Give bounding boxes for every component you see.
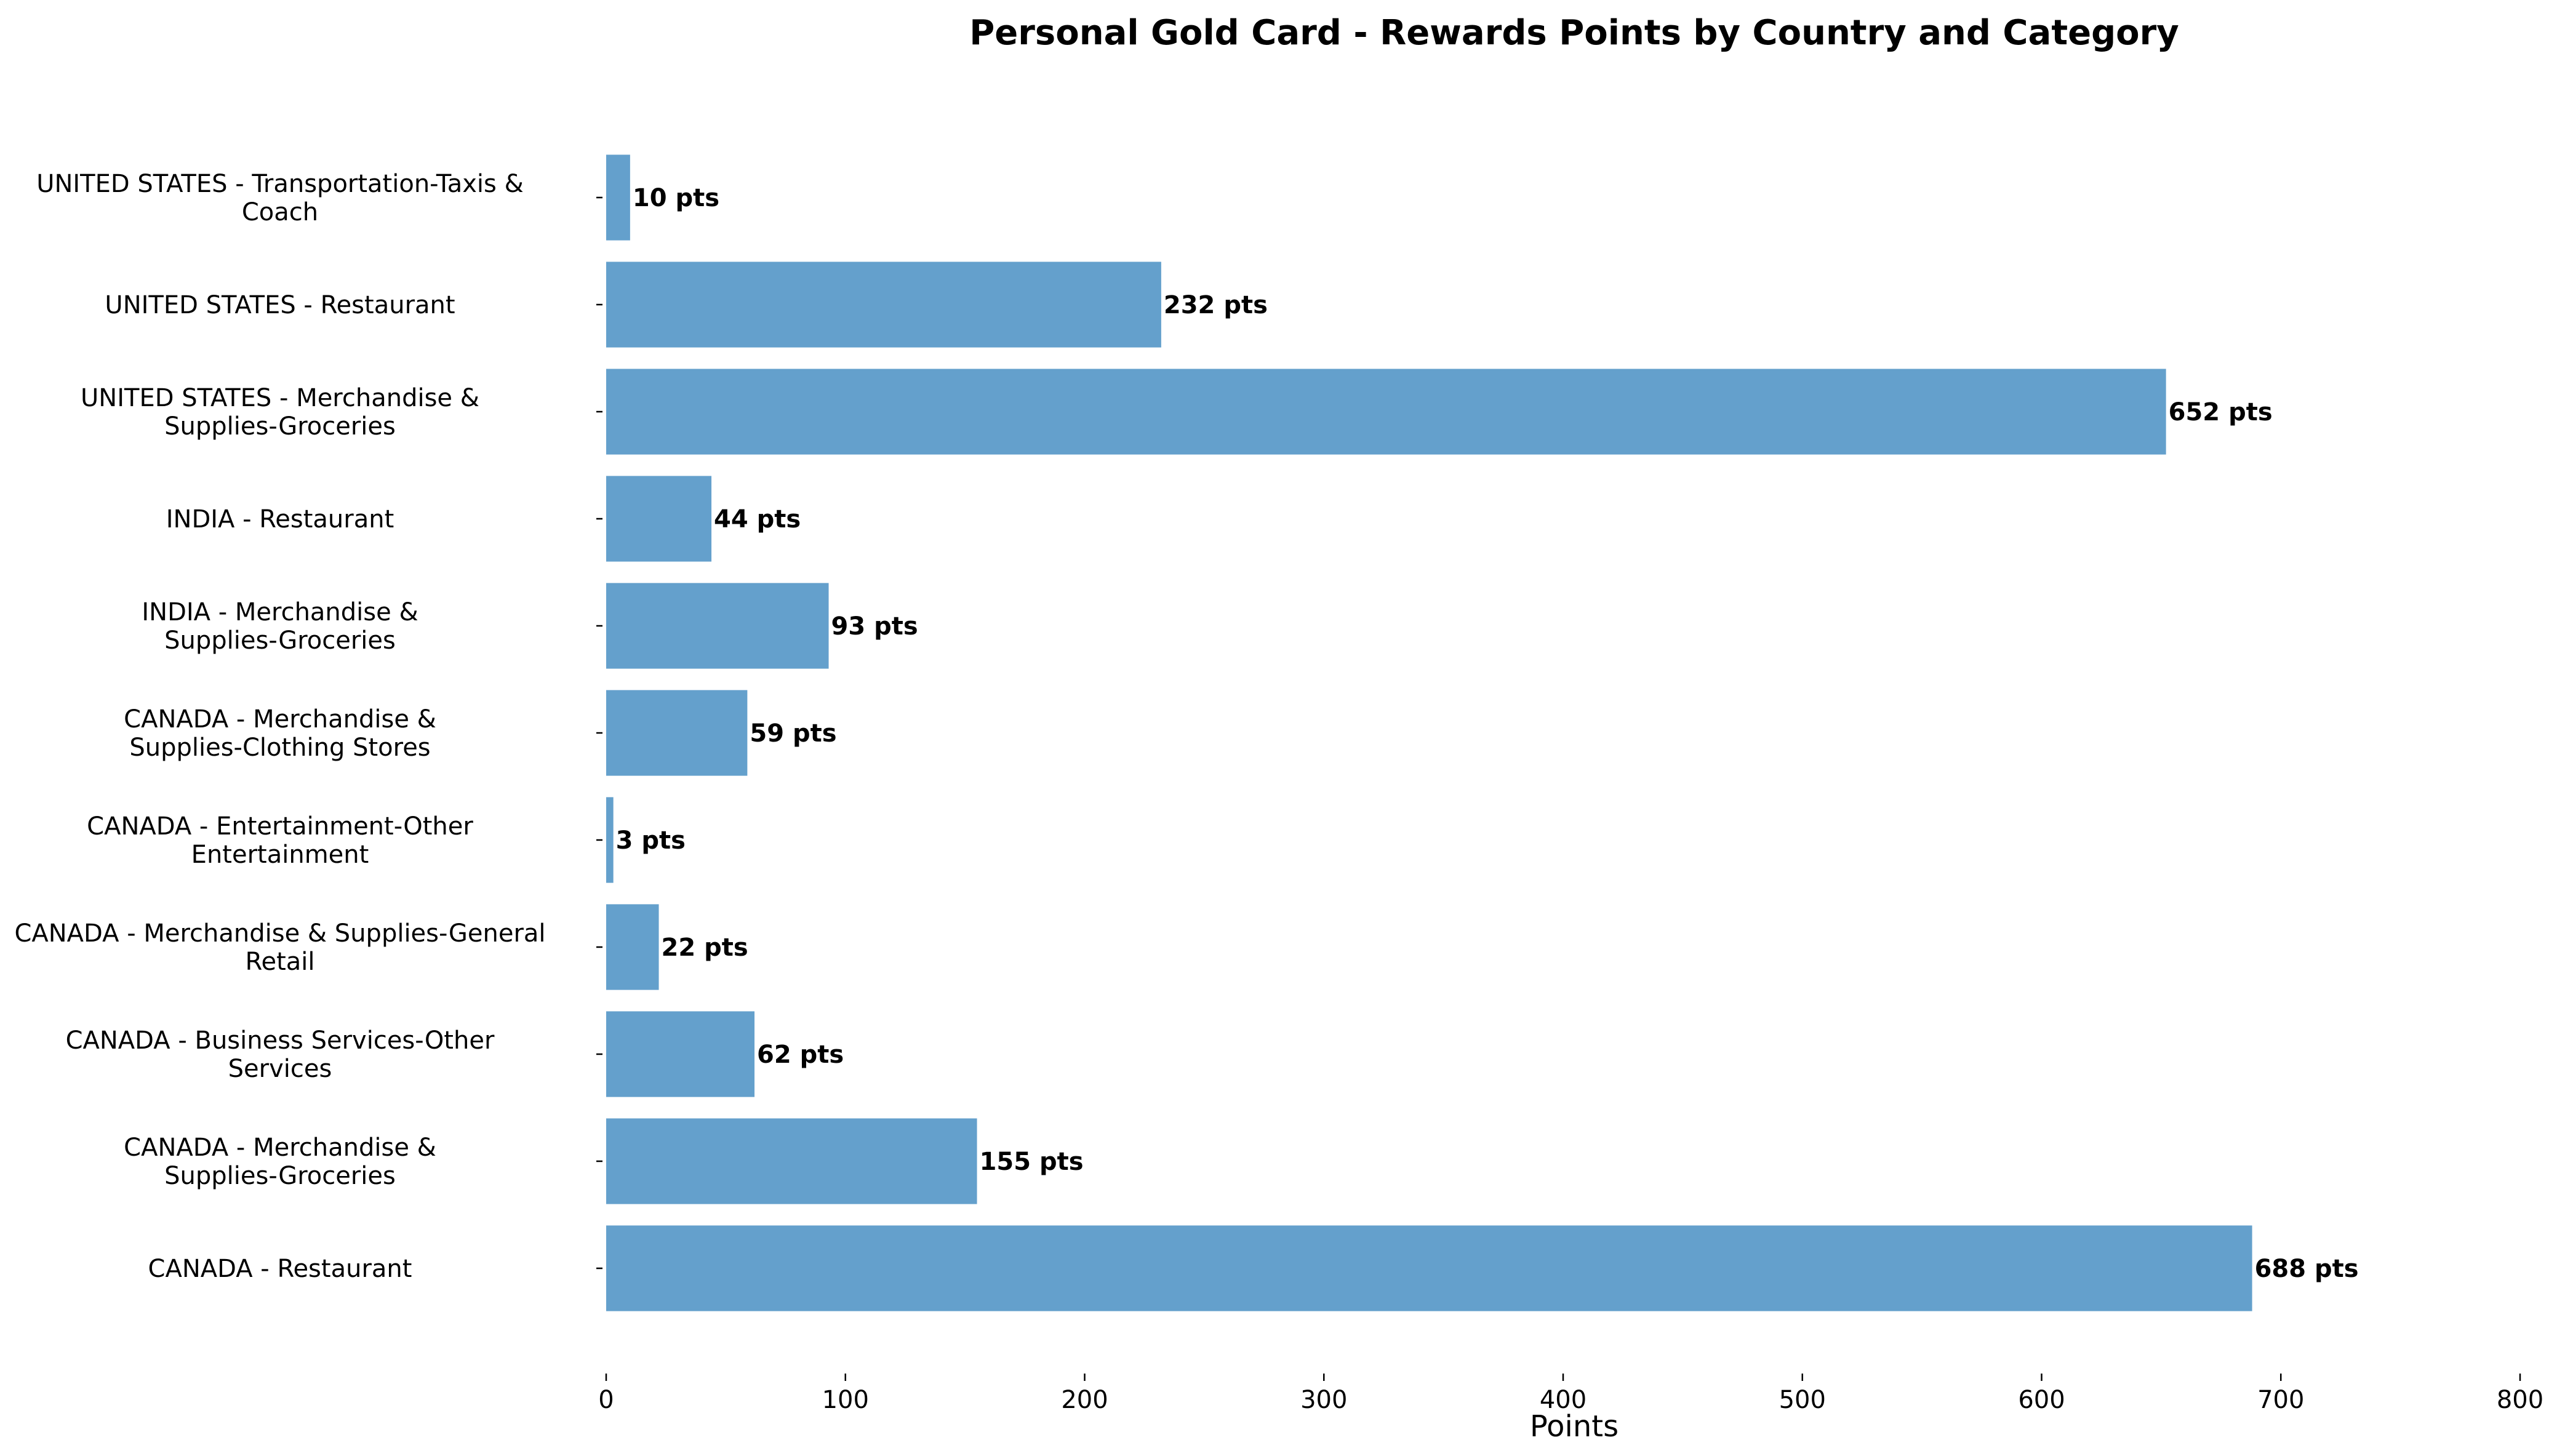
data-label: 232 pts: [1164, 291, 1268, 319]
data-label: 652 pts: [2169, 398, 2273, 426]
bar: [606, 1118, 977, 1204]
x-tick-label: 400: [1540, 1386, 1587, 1414]
bars-layer: [606, 154, 2252, 1311]
data-label: 22 pts: [662, 934, 748, 962]
x-tick-label: 0: [598, 1386, 614, 1414]
data-labels-layer: 688 pts 155 pts 62 pts 22 pts 3 pts 59 pts 93 …: [616, 184, 2359, 1283]
bar: [606, 690, 748, 776]
category-label: CANADA - Merchandise & Supplies-General R…: [14, 919, 545, 976]
category-label: CANADA - Restaurant: [148, 1255, 412, 1283]
x-tick-label: 200: [1061, 1386, 1108, 1414]
category-label: UNITED STATES - Transportation-Taxis & Co…: [36, 170, 524, 226]
x-axis-label: Points: [1530, 1409, 1619, 1444]
category-label: UNITED STATES - Merchandise & Supplies-Gr…: [81, 384, 479, 441]
data-label: 688 pts: [2255, 1255, 2359, 1283]
data-label: 155 pts: [980, 1148, 1084, 1176]
x-axis: 0 100 200 300 400 500 600 700 800: [598, 1374, 2543, 1414]
bar: [606, 904, 659, 990]
category-label: CANADA - Merchandise & Supplies-Clothing …: [124, 705, 436, 762]
x-tick-label: 700: [2257, 1386, 2304, 1414]
bar: [606, 476, 712, 562]
x-tick-label: 100: [822, 1386, 869, 1414]
data-label: 62 pts: [757, 1041, 844, 1069]
category-label: CANADA - Merchandise & Supplies-Groceries: [124, 1134, 436, 1190]
bar: [606, 262, 1161, 348]
x-tick-label: 800: [2497, 1386, 2543, 1414]
bar: [606, 154, 630, 241]
data-label: 3 pts: [616, 826, 686, 855]
chart-title: Personal Gold Card - Rewards Points by C…: [969, 13, 2179, 53]
bar: [606, 797, 614, 883]
bar: [606, 1225, 2252, 1311]
x-tick-label: 600: [2018, 1386, 2065, 1414]
category-label: CANADA - Business Services-Other Services: [66, 1026, 495, 1083]
y-axis: CANADA - Restaurant CANADA - Merchandise …: [14, 170, 602, 1283]
bar: [606, 1011, 755, 1097]
bar: [606, 369, 2166, 455]
category-label: UNITED STATES - Restaurant: [105, 291, 455, 319]
data-label: 93 pts: [831, 612, 918, 641]
data-label: 44 pts: [714, 505, 801, 534]
data-label: 10 pts: [633, 184, 719, 212]
bar: [606, 583, 829, 669]
category-label: INDIA - Restaurant: [166, 505, 394, 534]
x-tick-label: 500: [1779, 1386, 1826, 1414]
category-label: INDIA - Merchandise & Supplies-Groceries: [142, 598, 418, 655]
data-label: 59 pts: [750, 719, 836, 748]
category-label: CANADA - Entertainment-Other Entertainmen…: [87, 812, 473, 869]
x-tick-label: 300: [1300, 1386, 1347, 1414]
